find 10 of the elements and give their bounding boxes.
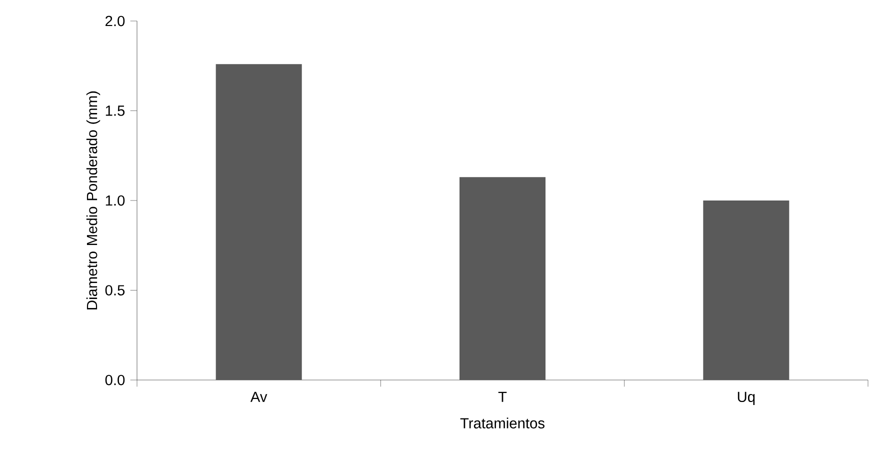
y-tick-label: 2.0 [106, 16, 125, 26]
y-tick-label: 0.5 [105, 285, 125, 296]
x-tick-label: T [498, 392, 507, 402]
y-tick-label: 1.5 [106, 106, 125, 116]
y-axis-title: Diametro Medio Ponderado (mm) [86, 91, 100, 310]
x-tick-label: Uq [738, 392, 755, 405]
x-axis-title: Tratamientos [460, 418, 544, 428]
x-tick-label: Av [250, 392, 268, 402]
y-tick-label: 1.0 [106, 195, 125, 206]
y-tick-label: 0.0 [105, 374, 125, 386]
